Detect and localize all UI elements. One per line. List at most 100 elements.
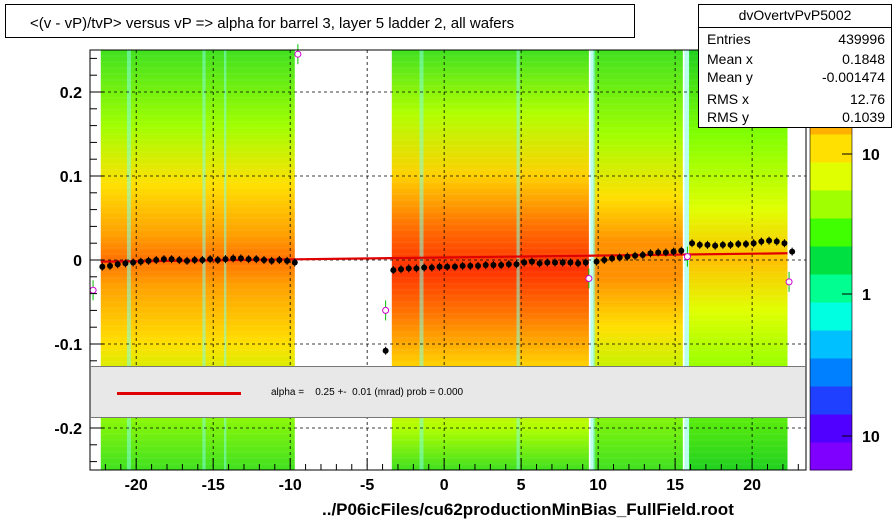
stats-row-mean-y: Mean y -0.001474 (707, 69, 885, 89)
profile-point (781, 240, 788, 247)
x-tick-label: 0 (440, 477, 449, 494)
y-tick-label: -0.1 (54, 337, 82, 354)
profile-point (575, 260, 582, 267)
profile-point (444, 263, 451, 270)
profile-point (689, 240, 696, 247)
profile-point (490, 262, 497, 269)
colorbar-cell (810, 190, 852, 219)
profile-point (482, 262, 489, 269)
profile-point (276, 257, 283, 263)
y-tick-label: 0.2 (60, 85, 82, 102)
colorbar-cell (810, 274, 852, 303)
stats-value: 0.1848 (842, 51, 885, 67)
profile-point (712, 242, 719, 249)
profile-point (696, 241, 703, 248)
profile-point (467, 262, 474, 269)
chart-title: <(v - vP)/tvP> versus vP => alpha for ba… (30, 15, 515, 32)
profile-point (99, 263, 106, 270)
profile-point (670, 248, 677, 255)
colorbar-cell (810, 218, 852, 247)
outlier-point (89, 286, 97, 294)
profile-point (475, 262, 482, 269)
profile-point (237, 255, 244, 262)
profile-point (130, 259, 137, 266)
profile-point (413, 265, 420, 272)
profile-point (451, 263, 458, 270)
profile-point (704, 241, 711, 248)
colorbar-cell (810, 442, 852, 471)
profile-point (647, 250, 654, 257)
profile-point (245, 256, 252, 263)
legend-fit-line (117, 392, 241, 395)
profile-point (253, 256, 260, 263)
profile-point (582, 259, 589, 266)
profile-point (405, 265, 412, 272)
stats-row-entries: Entries 439996 (707, 31, 885, 51)
x-axis: -20 -15 -10 -5 0 5 10 15 20 (104, 458, 799, 494)
colorbar-tick-label: 1 (862, 287, 871, 304)
x-tick-label: -10 (279, 477, 302, 494)
profile-point (632, 252, 639, 259)
x-tick-label: -15 (202, 477, 225, 494)
profile-point (222, 256, 229, 263)
profile-point (459, 262, 466, 269)
profile-point (498, 262, 505, 269)
profile-point (559, 259, 566, 266)
profile-point (662, 249, 669, 256)
x-tick-label: 10 (589, 477, 607, 494)
profile-point (398, 266, 405, 273)
profile-point (284, 257, 291, 264)
stats-value: 0.1039 (842, 109, 885, 125)
profile-point (616, 254, 623, 261)
profile-point (421, 264, 428, 271)
colorbar-cell (810, 162, 852, 191)
legend-fit-label: alpha = 0.25 +- 0.01 (mrad) prob = 0.000 (271, 387, 464, 398)
profile-point (742, 241, 749, 248)
stats-value: 12.76 (849, 91, 885, 107)
x-tick-label: 5 (517, 477, 526, 494)
profile-point (168, 256, 175, 263)
profile-point (114, 261, 121, 268)
profile-point (291, 259, 298, 266)
colorbar-tick-label: 10 (862, 147, 880, 164)
profile-point (593, 258, 600, 265)
stats-row-rms-y: RMS y 0.1039 (707, 109, 885, 129)
profile-point (214, 257, 221, 263)
stats-label: Entries (707, 31, 751, 47)
profile-point (639, 251, 646, 258)
stats-name: dvOvertvPvP5002 (738, 7, 852, 23)
profile-point (789, 248, 796, 255)
outlier-point (683, 253, 691, 261)
profile-point (176, 257, 183, 263)
outlier-point (785, 278, 793, 286)
profile-point (199, 257, 206, 263)
profile-point (719, 241, 726, 248)
profile-point (750, 240, 757, 247)
profile-point (230, 255, 237, 262)
stats-label: RMS y (707, 109, 749, 125)
colorbar-cell (810, 330, 852, 359)
x-tick-label: -5 (360, 477, 374, 494)
stats-box: dvOvertvPvP5002 Entries 439996 Mean x 0.… (698, 4, 892, 128)
profile-point (544, 259, 551, 266)
profile-point (390, 267, 397, 274)
profile-point (268, 257, 275, 264)
stats-value: 439996 (838, 31, 885, 47)
colorbar-tick-label: 10 (862, 429, 880, 446)
outlier-point (585, 274, 593, 282)
stats-row-rms-x: RMS x 12.76 (707, 91, 885, 111)
profile-point (513, 261, 520, 268)
x-tick-label: 15 (666, 477, 684, 494)
legend-box: alpha = 0.25 +- 0.01 (mrad) prob = 0.000 (90, 366, 806, 418)
profile-point (145, 257, 152, 264)
y-tick-label: 0.1 (60, 169, 82, 186)
profile-point (137, 258, 144, 265)
colorbar-cell (810, 358, 852, 387)
profile-point (122, 260, 129, 267)
colorbar-cell (810, 246, 852, 275)
profile-point (260, 257, 267, 263)
y-axis: -0.2 -0.1 0 0.1 0.2 (54, 57, 104, 463)
profile-point (766, 237, 773, 244)
profile-point (608, 255, 615, 262)
profile-point (191, 257, 198, 263)
